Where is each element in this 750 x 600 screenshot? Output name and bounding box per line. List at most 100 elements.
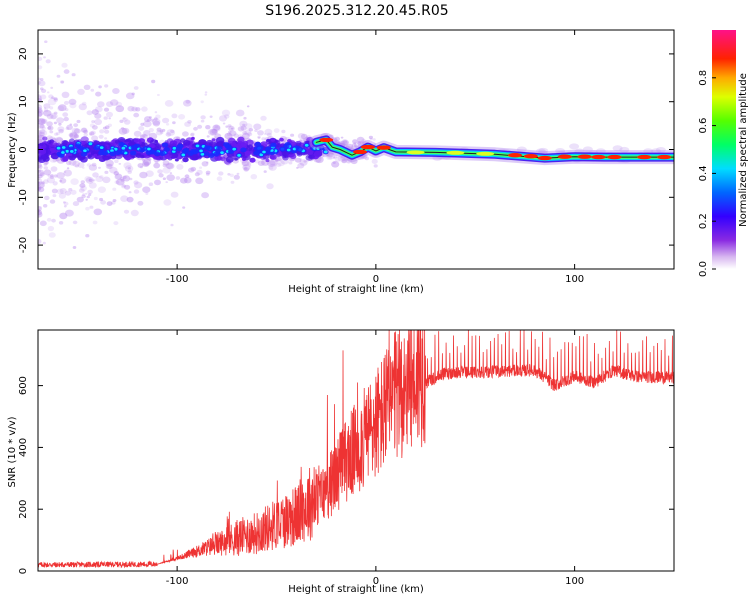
spectral-blob xyxy=(118,127,128,135)
spectral-blob xyxy=(162,167,171,174)
spectral-blob xyxy=(47,98,57,106)
spectral-blob xyxy=(340,136,344,139)
ridge-peak xyxy=(319,137,334,143)
spectral-blob xyxy=(373,143,377,146)
spectral-blob xyxy=(248,164,252,167)
spectral-blob xyxy=(190,166,197,172)
spectral-blob xyxy=(156,127,162,132)
spectral-blob xyxy=(121,127,125,130)
x-tick-label: 0 xyxy=(373,274,379,285)
spectral-blob xyxy=(121,184,127,189)
spectral-blob xyxy=(109,151,116,157)
spectral-blob xyxy=(357,141,362,145)
spectral-blob xyxy=(73,134,80,139)
spectral-blob xyxy=(72,160,80,167)
spectral-blob xyxy=(80,140,86,145)
spectral-blob xyxy=(147,147,151,151)
spectral-blob xyxy=(73,128,81,134)
spectral-blob xyxy=(94,113,102,119)
spectral-blob xyxy=(43,204,48,208)
spectral-blob xyxy=(340,142,343,145)
spectral-blob xyxy=(200,152,205,156)
spectral-blob xyxy=(172,150,176,153)
spectral-blob xyxy=(63,69,70,74)
spectral-blob xyxy=(204,91,208,94)
spectral-blob xyxy=(80,180,86,184)
spectral-blob xyxy=(240,125,247,131)
spectral-blob xyxy=(39,131,45,137)
spectral-blob xyxy=(244,151,251,157)
spectral-blob xyxy=(201,161,209,167)
spectral-blob xyxy=(142,186,151,193)
spectral-blob xyxy=(257,160,265,166)
spectral-blob xyxy=(342,140,350,146)
spectral-blob xyxy=(516,146,527,153)
spectral-blob xyxy=(353,142,357,145)
spectral-blob xyxy=(71,127,80,134)
spectral-blob xyxy=(175,176,181,180)
spectral-blob xyxy=(135,139,143,145)
spectral-blob xyxy=(88,182,97,189)
ridge-peak xyxy=(637,154,652,160)
spectral-blob xyxy=(142,158,152,166)
spectral-blob xyxy=(184,121,192,127)
spectral-blob xyxy=(112,199,117,202)
spectral-blob xyxy=(74,143,82,149)
spectral-blob xyxy=(38,80,42,85)
spectral-blob xyxy=(42,241,46,245)
spectral-blob xyxy=(66,124,73,130)
spectral-blob xyxy=(38,129,42,136)
spectral-blob xyxy=(62,112,69,117)
spectral-blob xyxy=(50,86,54,89)
spectral-blob xyxy=(260,115,267,121)
spectral-blob xyxy=(38,129,48,137)
spectral-blob xyxy=(43,169,52,176)
spectral-blob xyxy=(250,174,258,180)
spectral-blob xyxy=(63,171,67,173)
spectral-blob xyxy=(145,192,149,195)
spectral-blob xyxy=(346,143,354,150)
spectral-blob xyxy=(65,127,70,130)
spectral-blob xyxy=(175,158,179,162)
spectral-blob xyxy=(214,124,219,129)
spectral-blob xyxy=(110,99,119,106)
spectral-blob xyxy=(270,142,277,148)
spectral-blob xyxy=(46,91,50,94)
spectral-blob xyxy=(79,183,86,189)
spectral-blob xyxy=(38,65,43,70)
spectral-blob xyxy=(50,174,54,177)
spectral-blob xyxy=(66,160,72,166)
spectral-blob xyxy=(103,116,108,120)
spectral-blob xyxy=(323,150,328,154)
spectral-blob xyxy=(371,159,378,164)
spectral-blob xyxy=(187,151,194,156)
spectral-blob xyxy=(82,193,86,196)
y-tick-label: 400 xyxy=(18,438,29,457)
spectral-blob xyxy=(102,150,109,156)
spectral-blob xyxy=(246,105,250,108)
spectral-blob xyxy=(162,160,170,166)
spectral-blob xyxy=(91,135,99,141)
spectral-blob xyxy=(92,172,99,178)
spectral-blob xyxy=(104,137,108,140)
spectral-blob xyxy=(341,159,347,163)
ridge-peak xyxy=(376,145,391,150)
spectral-blob xyxy=(114,159,119,163)
spectral-blob xyxy=(227,137,236,144)
spectral-blob xyxy=(52,181,58,186)
spectral-blob xyxy=(259,153,264,157)
spectral-blob xyxy=(120,178,125,182)
spectral-blob xyxy=(275,159,279,162)
spectral-blob xyxy=(61,146,66,149)
spectral-blob xyxy=(170,152,179,159)
spectral-blob xyxy=(212,124,221,131)
spectral-blob xyxy=(123,151,128,155)
spectral-blob xyxy=(50,114,57,120)
spectral-blob xyxy=(147,157,151,161)
spectral-blob xyxy=(89,205,94,209)
spectral-blob xyxy=(232,147,236,151)
spectral-blob xyxy=(104,84,109,88)
spectral-blob xyxy=(80,151,88,157)
spectral-blob xyxy=(373,164,378,168)
spectral-blob xyxy=(170,223,174,227)
